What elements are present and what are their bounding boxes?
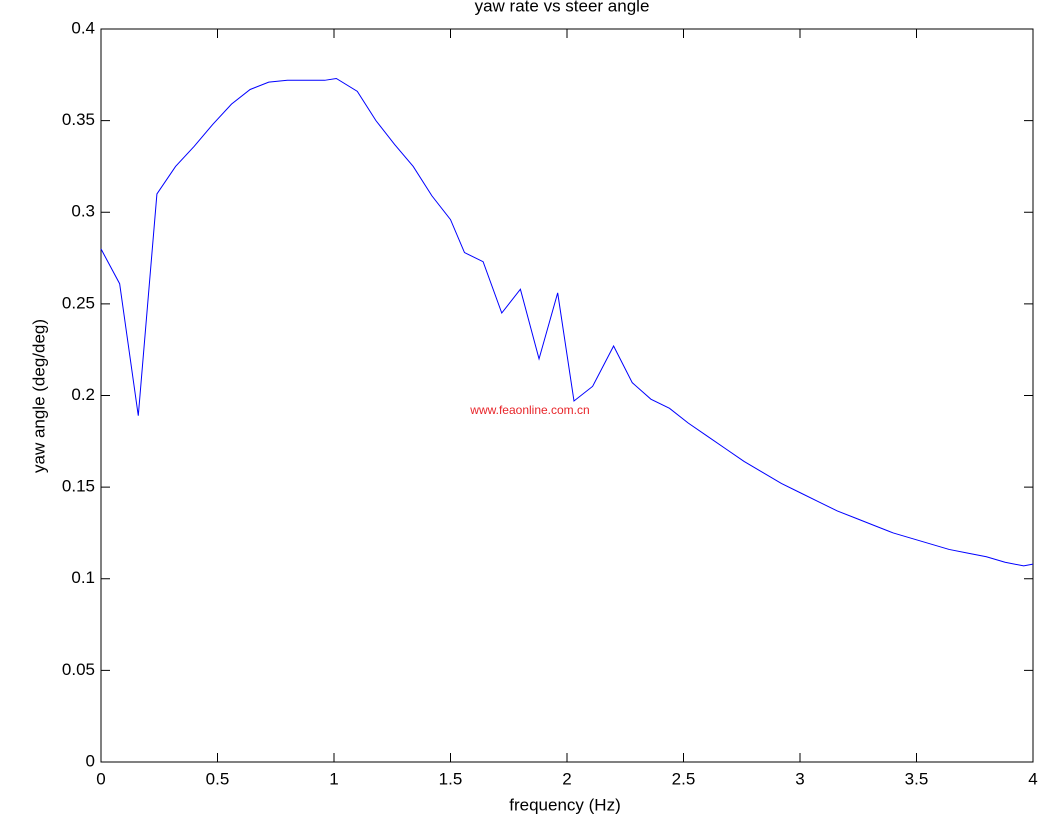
x-tick-label: 2.5: [672, 769, 696, 788]
y-axis-label: yaw angle (deg/deg): [29, 319, 48, 473]
data-line: [100, 77, 1034, 567]
x-tick-label: 0: [96, 769, 105, 788]
y-tick-label: 0.3: [71, 202, 95, 221]
chart-title: yaw rate vs steer angle: [475, 0, 650, 15]
y-tick-label: 0.25: [62, 293, 95, 312]
x-tick-label: 3: [795, 769, 804, 788]
y-tick-label: 0.1: [71, 568, 95, 587]
y-tick-label: 0.15: [62, 477, 95, 496]
x-tick-label: 2: [562, 769, 571, 788]
x-tick-label: 4: [1028, 769, 1037, 788]
x-tick-label: 1: [329, 769, 338, 788]
x-tick-label: 0.5: [206, 769, 230, 788]
x-axis-label: frequency (Hz): [509, 795, 620, 814]
y-tick-label: 0.2: [71, 385, 95, 404]
y-tick-label: 0.4: [71, 18, 95, 37]
x-tick-label: 1.5: [439, 769, 463, 788]
y-tick-label: 0.35: [62, 110, 95, 129]
x-tick-label: 3.5: [905, 769, 929, 788]
y-tick-label: 0: [86, 751, 95, 770]
plot-frame: [100, 28, 1034, 763]
watermark: www.feaonline.com.cn: [469, 403, 589, 417]
y-tick-label: 0.05: [62, 660, 95, 679]
